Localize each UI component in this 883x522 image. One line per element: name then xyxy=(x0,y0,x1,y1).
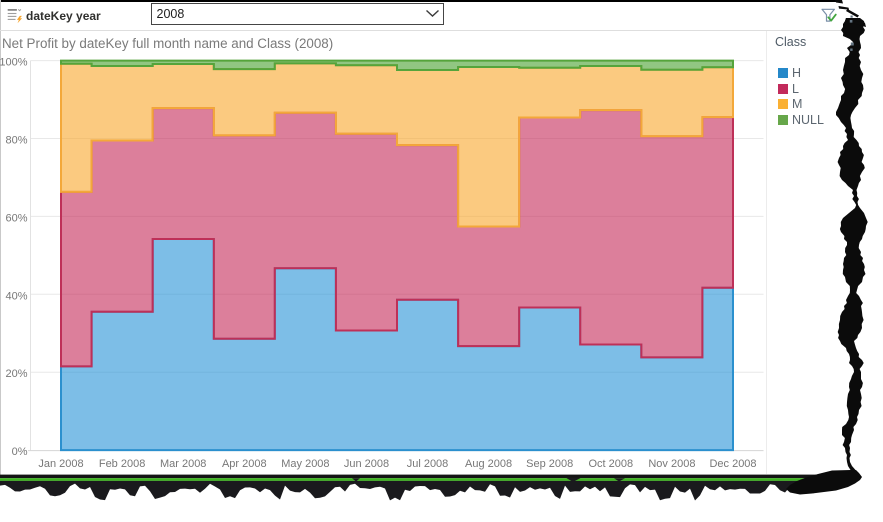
svg-text:Feb 2008: Feb 2008 xyxy=(99,458,145,470)
svg-text:60%: 60% xyxy=(5,212,27,224)
svg-text:20%: 20% xyxy=(5,368,27,380)
svg-text:40%: 40% xyxy=(5,290,27,302)
svg-text:Mar 2008: Mar 2008 xyxy=(160,458,206,470)
svg-text:Nov 2008: Nov 2008 xyxy=(648,458,695,470)
svg-text:Dec 2008: Dec 2008 xyxy=(709,458,756,470)
svg-text:Apr 2008: Apr 2008 xyxy=(222,458,267,470)
svg-text:Oct 2008: Oct 2008 xyxy=(588,458,633,470)
svg-text:Aug 2008: Aug 2008 xyxy=(465,458,512,470)
svg-text:Jan 2008: Jan 2008 xyxy=(38,458,83,470)
svg-text:0%: 0% xyxy=(12,446,28,458)
svg-text:Jun 2008: Jun 2008 xyxy=(344,458,389,470)
svg-text:Jul 2008: Jul 2008 xyxy=(407,458,449,470)
svg-text:Sep 2008: Sep 2008 xyxy=(526,458,573,470)
svg-text:80%: 80% xyxy=(5,135,27,147)
svg-text:100%: 100% xyxy=(0,57,28,69)
svg-text:May 2008: May 2008 xyxy=(281,458,329,470)
